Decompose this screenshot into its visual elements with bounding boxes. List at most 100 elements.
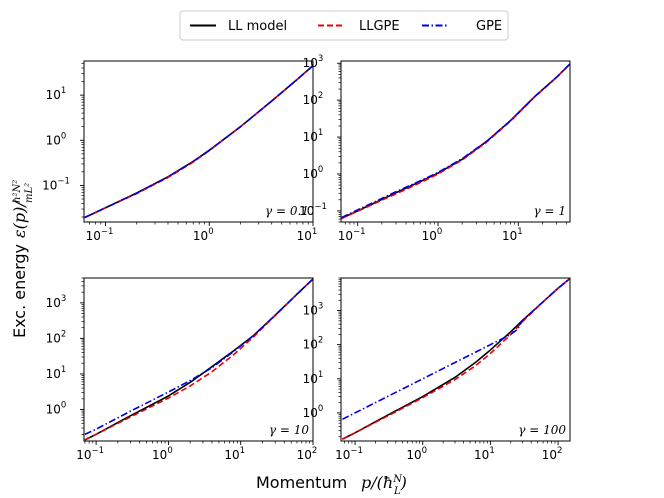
y-tick-exponent: 0: [61, 131, 66, 141]
x-axis-label: Momentum p/(ħN L): [256, 473, 407, 497]
x-tick-exponent: 1: [312, 227, 317, 237]
x-tick-label: 101: [474, 446, 495, 462]
x-tick-exponent: 0: [208, 227, 213, 237]
gamma-annotation: γ = 1: [534, 204, 567, 218]
y-tick-label: 102: [303, 336, 324, 352]
y-tick-label: 100: [46, 401, 67, 417]
x-tick-exponent: −1: [91, 446, 104, 456]
panel-frame: [83, 277, 314, 442]
panel-frame: [340, 60, 571, 223]
series-line-ll-model: [341, 63, 570, 220]
series-group: [341, 63, 570, 220]
legend: LL model LLGPE GPE: [179, 10, 509, 41]
x-tick-label: 101: [297, 227, 318, 243]
minor-ticks: [81, 63, 309, 225]
series-line-gpe: [84, 65, 313, 219]
legend-frame: [179, 10, 509, 41]
x-tick-label: 100: [152, 446, 173, 462]
gamma-annotation: γ = 0.1: [265, 204, 309, 218]
x-tick-exponent: 2: [557, 446, 562, 456]
y-tick-label: 100: [303, 165, 324, 181]
x-tick-exponent: 1: [489, 446, 494, 456]
y-axis-label: Exc. energy ε(p)/ ħ²N²mL²: [10, 180, 35, 338]
series-line-llgpe: [84, 65, 313, 219]
series-line-gpe: [342, 278, 570, 420]
y-tick-label: 100: [46, 131, 67, 147]
y-tick-label: 100: [303, 404, 324, 420]
legend-label-gpe: GPE: [476, 19, 502, 34]
x-tick-label: 101: [502, 227, 523, 243]
y-axis-label-fraction: ħ²N²mL²: [12, 180, 35, 203]
legend-label-llgpe: LLGPE: [359, 19, 400, 34]
y-axis-label-text: Exc. energy: [10, 244, 29, 338]
y-tick-exponent: −1: [314, 202, 327, 212]
y-tick-exponent: 1: [318, 128, 323, 138]
y-tick-exponent: 1: [61, 86, 66, 96]
y-tick-label: 103: [303, 302, 324, 318]
y-tick-exponent: 2: [318, 336, 323, 346]
y-tick-exponent: 3: [318, 302, 323, 312]
x-tick-label: 102: [297, 446, 318, 462]
y-tick-exponent: 0: [318, 165, 323, 175]
y-tick-exponent: 3: [318, 54, 323, 64]
y-tick-exponent: 1: [318, 370, 323, 380]
series-line-llgpe: [341, 63, 570, 220]
x-tick-exponent: −1: [353, 227, 366, 237]
y-tick-exponent: 0: [61, 401, 66, 411]
x-tick-label: 10−1: [76, 446, 104, 462]
x-tick-label: 10−1: [86, 227, 114, 243]
series-group: [84, 278, 313, 441]
gamma-annotation: γ = 100: [518, 423, 566, 437]
x-tick-exponent: −1: [350, 446, 363, 456]
x-tick-label: 101: [224, 446, 245, 462]
panel-frame: [83, 60, 314, 223]
y-tick-exponent: 2: [61, 329, 66, 339]
y-tick-label: 101: [46, 86, 67, 102]
minor-ticks: [338, 277, 556, 444]
y-tick-label: 101: [303, 128, 324, 144]
gamma-annotation: γ = 10: [269, 423, 309, 437]
y-tick-exponent: 0: [318, 404, 323, 414]
x-tick-exponent: 2: [312, 446, 317, 456]
x-axis-label-math: p/(ħN L): [361, 473, 407, 497]
series-line-gpe: [341, 63, 570, 219]
series-line-ll-model: [84, 65, 313, 219]
y-tick-exponent: 3: [61, 294, 66, 304]
series-group: [84, 65, 313, 219]
series-line-ll-model: [342, 278, 570, 440]
y-axis-label-math: ε(p)/: [10, 200, 29, 238]
series-line-llgpe: [84, 278, 313, 441]
y-tick-exponent: 2: [318, 91, 323, 101]
x-tick-label: 102: [542, 446, 563, 462]
series-group: [342, 278, 570, 440]
minor-ticks: [81, 277, 311, 444]
legend-label-ll-model: LL model: [228, 19, 287, 34]
x-tick-exponent: 1: [517, 227, 522, 237]
x-tick-label: 100: [193, 227, 214, 243]
x-axis-label-text: Momentum: [256, 473, 347, 492]
x-tick-label: 100: [422, 227, 443, 243]
y-tick-label: 101: [303, 370, 324, 386]
x-tick-exponent: 0: [422, 446, 427, 456]
y-tick-exponent: −1: [57, 176, 70, 186]
series-line-ll-model: [84, 278, 313, 441]
y-tick-label: 102: [303, 91, 324, 107]
y-tick-label: 10−1: [42, 176, 70, 192]
x-tick-exponent: 0: [437, 227, 442, 237]
x-tick-label: 10−1: [335, 446, 363, 462]
y-tick-label: 103: [46, 294, 67, 310]
series-line-llgpe: [342, 278, 570, 440]
series-line-gpe: [84, 278, 313, 436]
minor-ticks: [338, 64, 568, 225]
y-tick-label: 10−1: [299, 202, 327, 218]
y-tick-label: 101: [46, 365, 67, 381]
x-tick-exponent: 1: [240, 446, 245, 456]
y-tick-label: 102: [46, 329, 67, 345]
x-tick-exponent: −1: [101, 227, 114, 237]
